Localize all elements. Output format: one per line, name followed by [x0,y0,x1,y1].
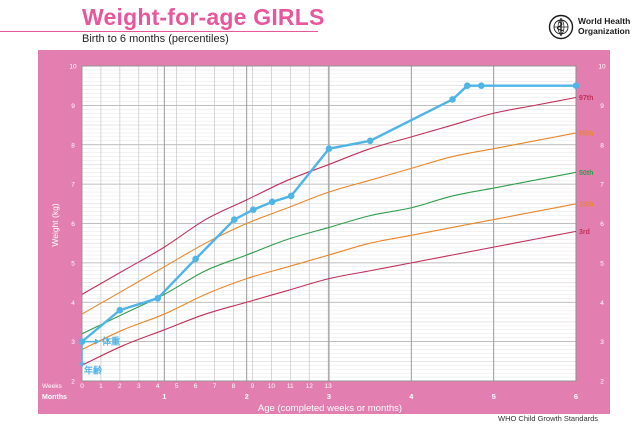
week-tick-label: 6 [194,383,198,390]
y-tick-labels: 2 2 3 3 4 4 5 5 6 6 7 7 8 8 9 9 10 10 [69,64,606,386]
week-tick-label: 8 [232,383,236,390]
x-tick-labels: 0 1 2 3 4 5 6 7 8 9 10 11 12 131 2 3 4 5 6 [80,383,578,401]
percentile-curve-97th [81,96,577,295]
who-name-line2: Organization [578,26,630,36]
percentile-label-3rd: 3rd [579,229,590,236]
y-tick-label-left: 9 [71,103,75,110]
grid-lines [81,65,577,382]
percentile-label-85th: 85th [579,130,593,137]
page-title: Weight-for-age GIRLS [82,4,325,30]
child-data-point [192,255,199,263]
week-tick-label: 13 [325,383,333,390]
y-tick-label-left: 6 [71,221,75,228]
week-tick-label: 2 [118,383,122,390]
child-data-point [154,295,162,302]
week-tick-label: 3 [137,383,141,390]
y-tick-label-left: 4 [71,300,75,307]
who-name: World Health Organization [578,16,630,36]
who-name-line1: World Health [578,16,631,26]
week-tick-label: 11 [287,383,294,390]
month-tick-label: 6 [574,392,578,401]
child-data-point [231,216,238,223]
x-axis-label: Age (completed weeks or months) [258,403,402,414]
y-tick-label-right: 2 [600,379,604,386]
child-data-point [116,306,124,314]
y-tick-label-right: 10 [598,64,606,71]
page-subtitle: Birth to 6 months (percentiles) [82,33,229,45]
y-tick-label-right: 3 [600,339,604,346]
age-arrow-head [79,362,85,368]
months-row-label: Months [42,394,67,401]
week-tick-label: 5 [175,383,179,390]
y-tick-label-left: 8 [71,142,75,149]
who-emblem-icon [548,14,574,40]
child-data-point [478,82,485,89]
child-data-point [287,192,295,200]
y-tick-label-left: 2 [71,379,75,386]
y-tick-label-right: 7 [600,182,604,189]
age-annotation: 年齢 [84,365,103,376]
y-axis-label: Weight (kg) [50,203,60,246]
month-tick-label: 1 [162,392,166,401]
y-tick-label-left: 5 [71,260,75,267]
week-tick-label: 12 [306,383,314,390]
percentile-curves: 97th 85th 50th 15th 3rd [81,95,593,366]
child-weight-line [81,84,576,343]
weight-annotation: 体重 [102,336,120,347]
weeks-row-label: Weeks [42,383,62,390]
month-tick-label: 5 [492,392,496,401]
week-tick-label: 1 [99,383,103,390]
y-tick-label-right: 6 [600,221,604,228]
child-data-point [572,82,580,89]
month-tick-label: 4 [409,392,414,401]
percentile-label-97th: 97th [579,95,593,102]
week-tick-label: 4 [156,383,160,390]
child-data-point [249,206,257,214]
week-tick-label: 0 [80,383,84,390]
percentile-label-15th: 15th [579,201,593,208]
child-data-point [325,145,333,152]
percentile-curve-3rd [81,230,577,366]
axis-labels: Weight (kg) Age (completed weeks or mont… [42,203,402,414]
child-data-point [464,82,471,89]
week-tick-label: 9 [251,383,255,390]
percentile-curve-15th [81,203,577,350]
y-tick-label-left: 3 [71,339,75,346]
week-tick-label: 10 [268,383,276,390]
month-tick-label: 3 [327,392,331,401]
footer-note: WHO Child Growth Standards [498,414,599,423]
y-tick-label-right: 4 [600,300,604,307]
child-data-point [366,137,374,145]
child-data-point [268,198,276,206]
week-tick-label: 7 [213,383,217,390]
weight-arrow-head [95,338,100,345]
header: Weight-for-age GIRLS Birth to 6 months (… [0,0,640,50]
y-tick-label-right: 9 [600,103,604,110]
plot-border [81,65,577,382]
child-data-point [449,96,456,103]
y-tick-label-right: 5 [600,260,604,267]
child-growth-line [78,82,580,345]
percentile-curve-85th [81,132,577,315]
percentile-curve-50th [81,171,577,335]
y-tick-label-left: 7 [71,182,75,189]
title-rule [0,31,318,32]
month-tick-label: 2 [245,392,249,401]
percentile-label-50th: 50th [579,170,593,177]
y-tick-label-left: 10 [69,64,77,71]
y-tick-label-right: 8 [600,142,604,149]
